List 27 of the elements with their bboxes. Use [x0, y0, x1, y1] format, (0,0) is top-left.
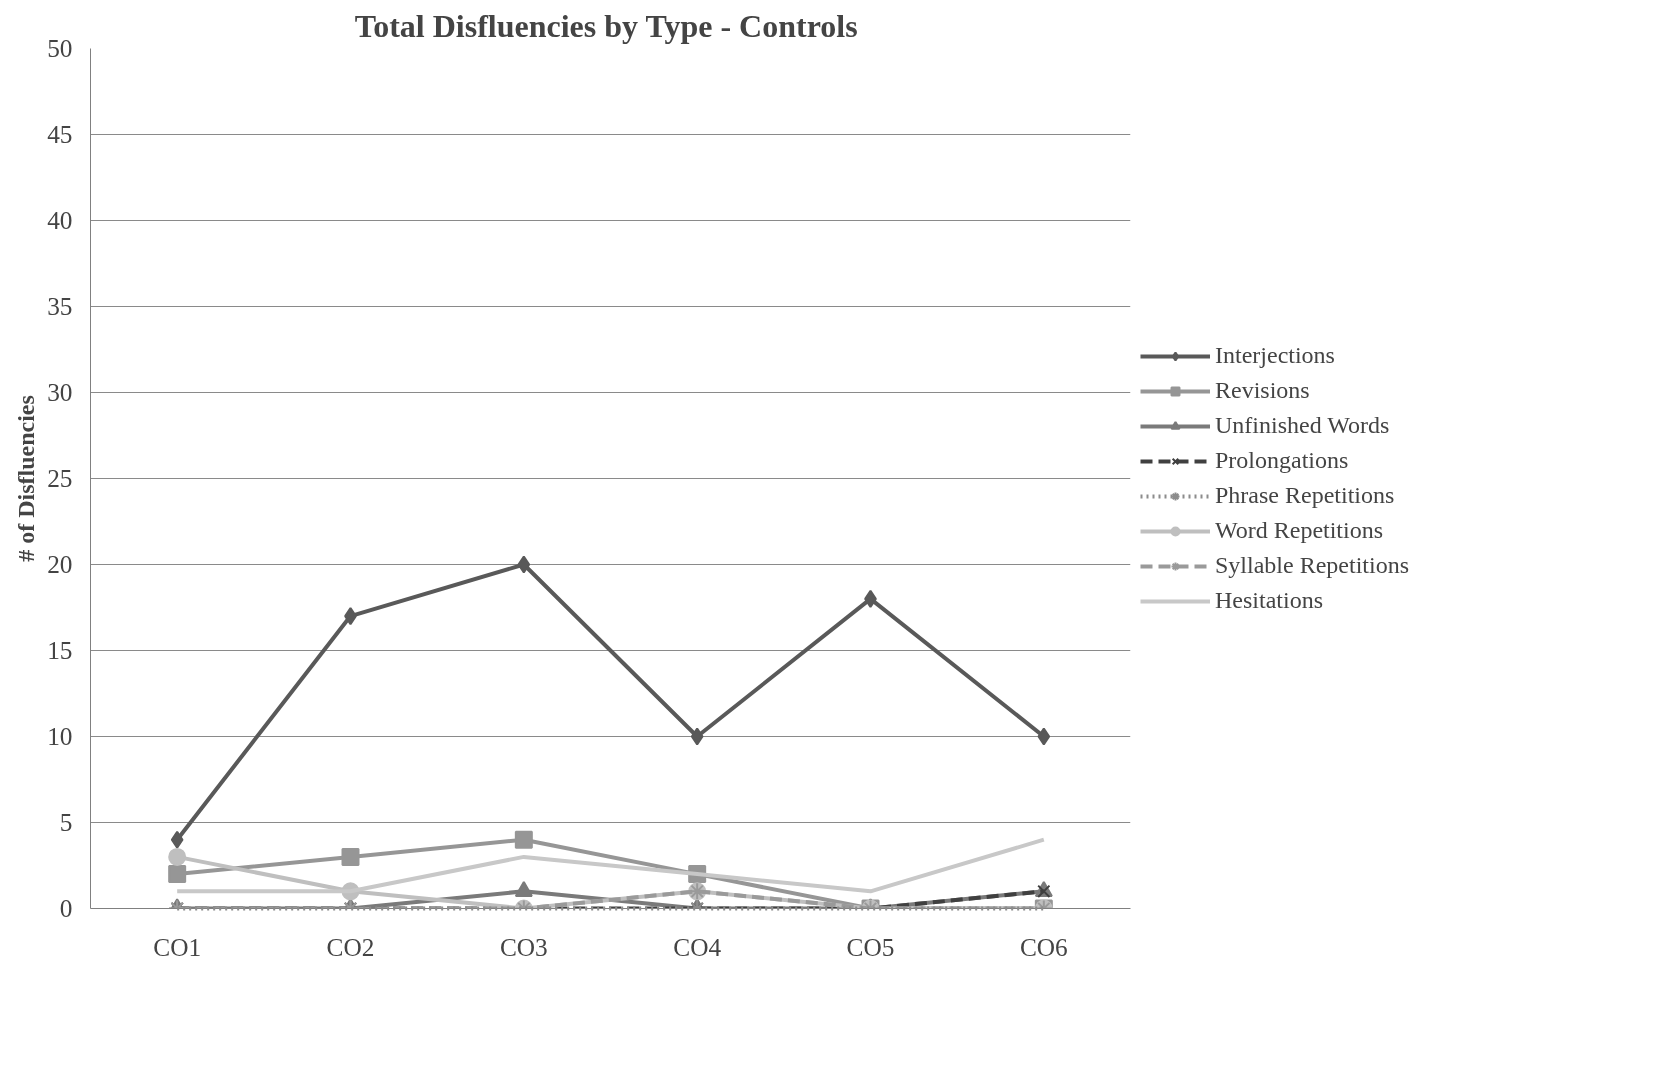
- legend-label: Revisions: [1215, 377, 1310, 404]
- y-tick-label: 5: [59, 808, 73, 836]
- legend-label: Word Repetitions: [1215, 517, 1384, 544]
- y-tick-label: 30: [47, 378, 73, 406]
- y-tick-label: 10: [47, 722, 73, 750]
- legend-label: Prolongations: [1215, 447, 1349, 474]
- legend-label: Interjections: [1215, 342, 1335, 369]
- y-tick-label: 15: [47, 636, 73, 664]
- legend-label: Unfinished Words: [1215, 412, 1390, 439]
- legend-label: Syllable Repetitions: [1215, 552, 1409, 579]
- x-tick-label: CO1: [153, 932, 202, 961]
- y-tick-label: 50: [47, 34, 73, 62]
- x-tick-label: CO3: [499, 932, 548, 961]
- legend-label: Phrase Repetitions: [1215, 482, 1395, 509]
- x-tick-label: CO6: [1019, 932, 1068, 961]
- y-axis-title: # of Disfluencies: [13, 395, 40, 562]
- chart-title: Total Disfluencies by Type - Controls: [354, 7, 858, 44]
- x-tick-label: CO5: [846, 932, 895, 961]
- legend-label: Hesitations: [1215, 587, 1323, 614]
- y-tick-label: 40: [47, 206, 73, 234]
- x-tick-label: CO4: [673, 932, 722, 961]
- y-tick-label: 0: [59, 894, 73, 922]
- y-tick-label: 20: [47, 550, 73, 578]
- y-tick-label: 45: [47, 120, 73, 148]
- y-tick-label: 35: [47, 292, 73, 320]
- y-tick-label: 25: [47, 464, 73, 492]
- x-tick-label: CO2: [326, 932, 375, 961]
